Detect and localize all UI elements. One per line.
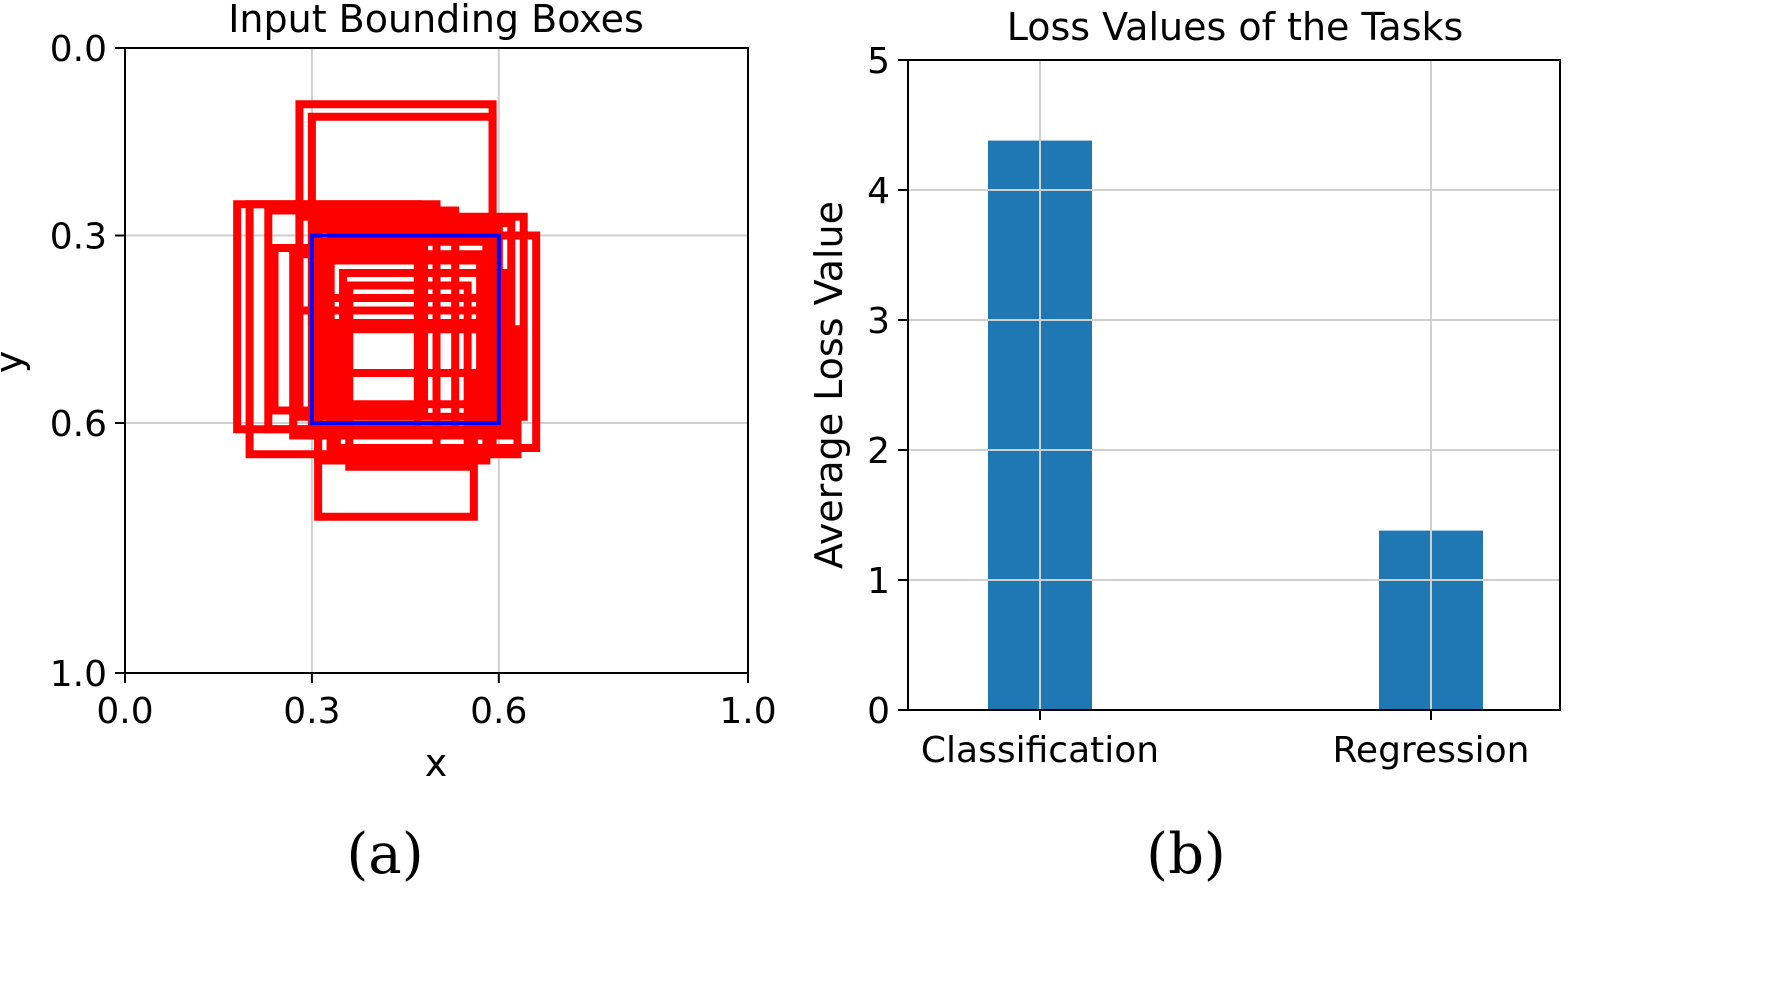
chart-b-title: Loss Values of the Tasks bbox=[1007, 5, 1464, 49]
chart-a-x-tick-label: 0.6 bbox=[470, 691, 527, 732]
chart-b-bars bbox=[988, 140, 1483, 711]
chart-a-y-tick-label: 0.3 bbox=[50, 217, 107, 258]
chart-a-x-tick-label: 0.3 bbox=[283, 691, 340, 732]
chart-a-reference-box bbox=[309, 233, 501, 425]
chart-b-x-tick-label: Regression bbox=[1333, 730, 1530, 771]
chart-a-y-axis-label: y bbox=[0, 351, 31, 374]
chart-a-input-box bbox=[289, 250, 485, 440]
chart-a-reference-box-rect bbox=[309, 233, 501, 425]
bounding-box-chart: Input Bounding Boxes 0.0 0.3 0.6 1.0 0.0 0.3… bbox=[0, 0, 777, 887]
chart-b-plot-frame bbox=[907, 59, 1561, 711]
chart-b-y-tick-label: 0 bbox=[867, 691, 890, 732]
panel-label-a: (a) bbox=[346, 822, 423, 887]
loss-bar-chart: Loss Values of the Tasks Classification R… bbox=[807, 5, 1561, 887]
chart-b-x-ticks: Classification Regression bbox=[921, 710, 1530, 771]
chart-b-y-axis-label: Average Loss Value bbox=[807, 201, 851, 569]
chart-a-plot-frame bbox=[124, 47, 749, 674]
chart-a-input-boxes bbox=[233, 100, 541, 521]
chart-b-y-tick-label: 4 bbox=[867, 171, 890, 212]
chart-b-y-tick-label: 1 bbox=[867, 561, 890, 602]
chart-a-input-box bbox=[320, 237, 491, 409]
chart-a-title: Input Bounding Boxes bbox=[228, 0, 644, 41]
chart-a-x-tick-label: 1.0 bbox=[719, 691, 776, 732]
chart-b-y-tick-label: 5 bbox=[867, 41, 890, 82]
chart-a-input-box bbox=[295, 212, 528, 421]
chart-b-gridlines bbox=[908, 60, 1560, 710]
chart-a-x-tick-label: 0.0 bbox=[96, 691, 153, 732]
chart-b-y-tick-label: 3 bbox=[867, 301, 890, 342]
chart-b-x-tick-label: Classification bbox=[921, 730, 1159, 771]
chart-a-input-box bbox=[326, 256, 497, 452]
chart-b-y-tick-label: 2 bbox=[867, 431, 890, 472]
chart-a-y-tick-label: 0.6 bbox=[50, 404, 107, 445]
panel-label-b: (b) bbox=[1146, 822, 1226, 887]
chart-a-input-box bbox=[314, 369, 478, 521]
chart-a-input-box bbox=[270, 244, 429, 415]
chart-a-x-axis-label: x bbox=[425, 741, 448, 785]
chart-a-y-tick-label: 0.0 bbox=[50, 29, 107, 70]
chart-a-x-ticks: 0.0 0.3 0.6 1.0 bbox=[96, 673, 777, 732]
chart-a-y-ticks: 0.0 0.3 0.6 1.0 bbox=[50, 29, 125, 695]
chart-a-y-tick-label: 1.0 bbox=[50, 654, 107, 695]
chart-b-y-ticks: 0 1 2 3 4 5 bbox=[867, 41, 908, 732]
